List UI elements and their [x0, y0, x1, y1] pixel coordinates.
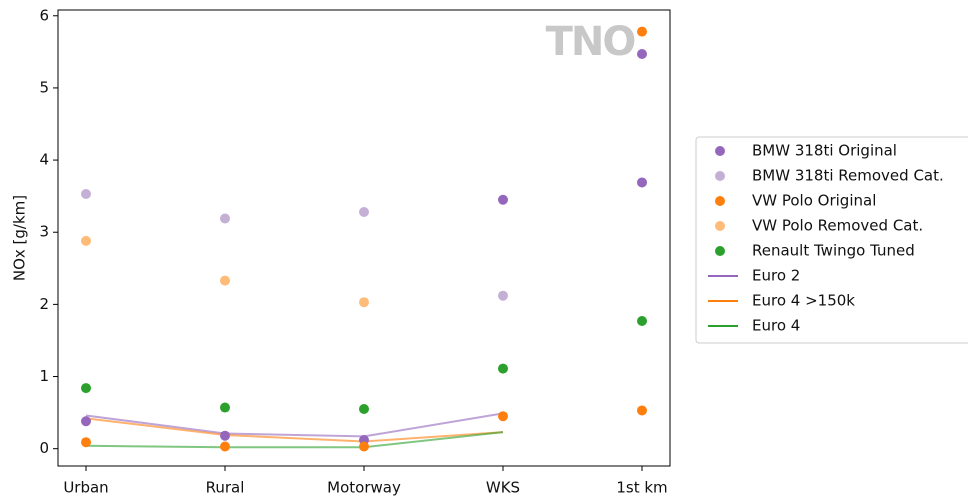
point [498, 194, 508, 205]
point [637, 315, 647, 326]
point [220, 275, 230, 286]
x-tick-label: Rural [206, 479, 245, 497]
point [359, 297, 369, 308]
point [637, 49, 647, 60]
point [637, 405, 647, 416]
x-tick-label: WKS [486, 479, 520, 497]
point [359, 404, 369, 414]
point [220, 213, 230, 224]
y-tick-label: 6 [39, 6, 49, 24]
point [220, 430, 230, 441]
legend-label: VW Polo Original [752, 192, 876, 210]
point [81, 437, 91, 448]
legend-marker [715, 146, 725, 156]
point [498, 290, 508, 301]
legend-marker [715, 246, 725, 256]
legend-label: Renault Twingo Tuned [752, 242, 915, 260]
legend-label: Euro 4 [752, 317, 800, 335]
x-tick-label: Motorway [327, 479, 401, 497]
y-tick-label: 4 [39, 151, 49, 169]
point [81, 383, 91, 394]
legend-label: Euro 4 >150k [752, 292, 855, 310]
y-axis-label: NOx [g/km] [11, 195, 29, 281]
line-series [85, 431, 504, 449]
plot-frame [57, 9, 671, 467]
point [220, 441, 230, 452]
line-series [85, 412, 504, 438]
watermark: TNO [546, 19, 635, 65]
legend-marker [715, 221, 725, 231]
legend-marker [715, 171, 725, 181]
point [498, 411, 508, 422]
legend-marker [715, 196, 725, 206]
legend-label: BMW 318ti Removed Cat. [752, 167, 944, 185]
point [637, 177, 647, 188]
x-tick-label: 1st km [616, 479, 667, 497]
line-series [85, 417, 504, 443]
legend-label: Euro 2 [752, 267, 800, 285]
y-tick-label: 5 [39, 78, 49, 96]
point [359, 207, 369, 218]
y-tick-label: 2 [39, 295, 49, 313]
y-tick-label: 1 [39, 367, 49, 385]
y-tick-label: 3 [39, 223, 49, 241]
point [498, 363, 508, 374]
point [81, 188, 91, 199]
point [81, 235, 91, 246]
point [220, 402, 230, 413]
y-tick-label: 0 [39, 439, 49, 457]
legend [695, 136, 968, 344]
point [359, 441, 369, 452]
point [637, 26, 647, 37]
point [81, 416, 91, 427]
legend-label: VW Polo Removed Cat. [752, 217, 923, 235]
x-tick-label: Urban [63, 479, 108, 497]
legend-label: BMW 318ti Original [752, 142, 897, 160]
